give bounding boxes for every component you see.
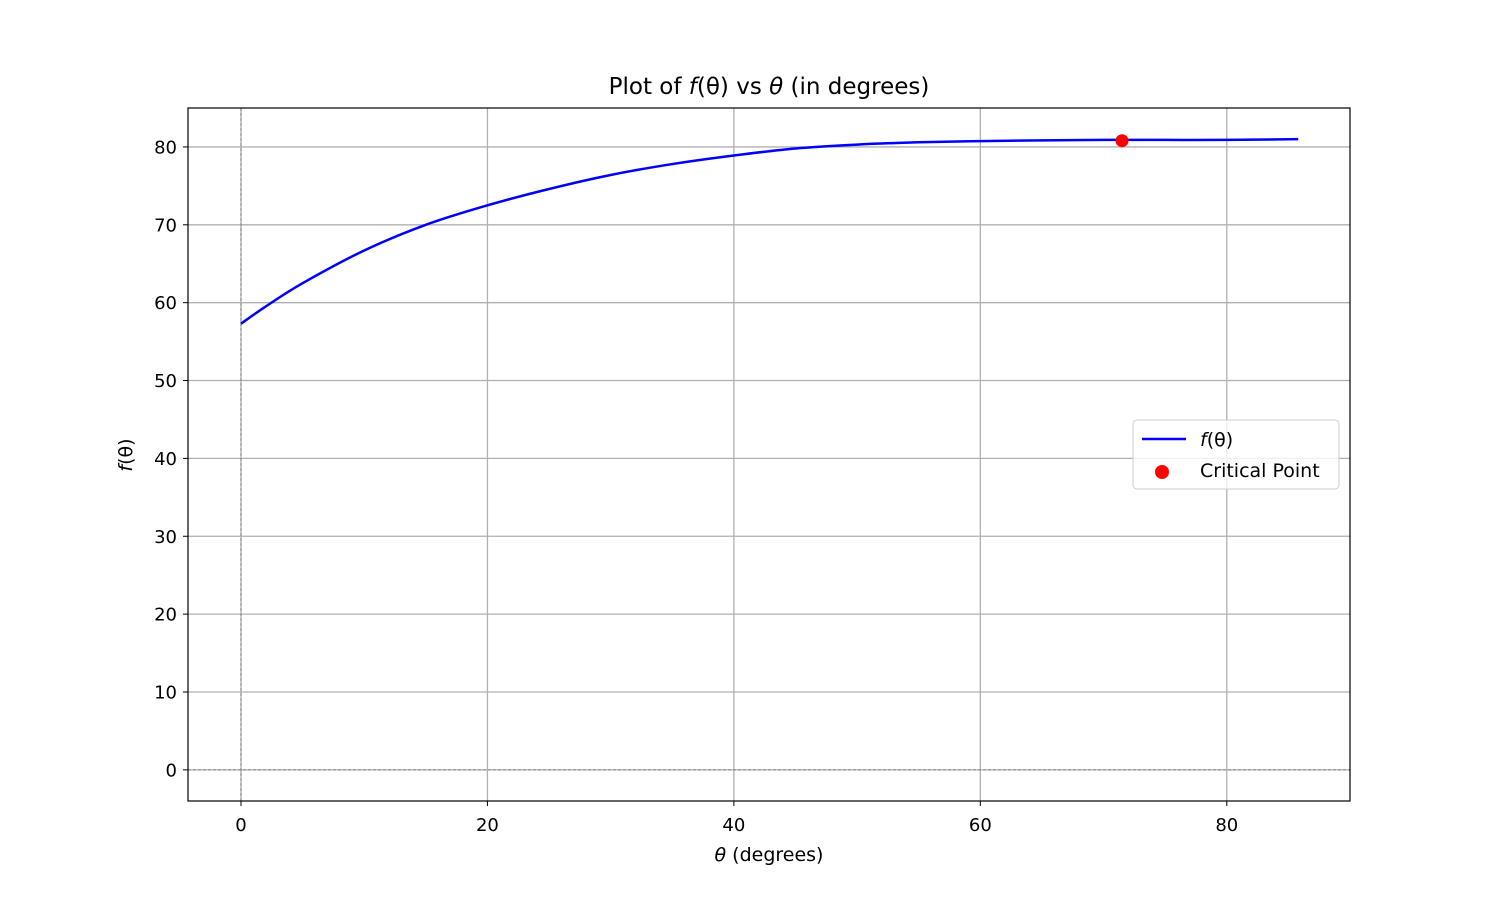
y-tick-label: 0	[166, 760, 177, 781]
y-axis-label-arg: (θ)	[115, 438, 137, 464]
y-tick-label: 80	[154, 137, 177, 158]
f-theta-line	[240, 137, 1299, 325]
chart-title: Plot of f(θ) vs θ (in degrees)	[609, 74, 930, 100]
chart-title-prefix: Plot of	[609, 74, 689, 100]
x-tick-label: 20	[476, 815, 499, 836]
y-tick-label: 20	[154, 605, 177, 626]
legend-dot-swatch	[1155, 465, 1169, 479]
y-tick-label: 40	[154, 449, 177, 470]
legend-label-f-name: f	[1200, 429, 1210, 451]
legend-label-f: f(θ)	[1200, 429, 1233, 451]
legend: f(θ) Critical Point	[1132, 419, 1340, 490]
legend-box	[1132, 419, 1340, 490]
plot-series	[240, 134, 1299, 325]
chart-title-middle: vs	[729, 74, 769, 100]
x-tick-label: 60	[969, 815, 992, 836]
chart-title-theta: θ	[769, 74, 783, 100]
x-axis-label: θ (degrees)	[715, 844, 824, 866]
chart-title-suffix: (in degrees)	[783, 74, 929, 100]
x-axis-label-theta: θ	[715, 844, 727, 866]
y-tick-label: 60	[154, 293, 177, 314]
y-tick-label: 10	[154, 682, 177, 703]
critical-point-marker	[1115, 134, 1129, 148]
chart-title-f: f	[689, 74, 700, 100]
y-tick-label: 50	[154, 371, 177, 392]
axis-ticks: 0 20 40 60 80 0 10 20 30 40 50 60 70 80	[154, 137, 1238, 836]
x-tick-label: 0	[235, 815, 246, 836]
legend-label-f-arg: (θ)	[1207, 429, 1233, 451]
y-axis-label: f(θ)	[115, 438, 137, 471]
reference-lines	[188, 108, 1350, 801]
chart-title-arg: (θ)	[697, 74, 729, 100]
x-axis-label-suffix: (degrees)	[726, 844, 823, 866]
y-axis-label-f: f	[115, 462, 137, 472]
legend-label-critical-point: Critical Point	[1200, 460, 1320, 482]
x-tick-label: 80	[1215, 815, 1238, 836]
y-tick-label: 70	[154, 215, 177, 236]
x-tick-label: 40	[722, 815, 745, 836]
y-tick-label: 30	[154, 527, 177, 548]
plot-frame	[187, 107, 1351, 802]
